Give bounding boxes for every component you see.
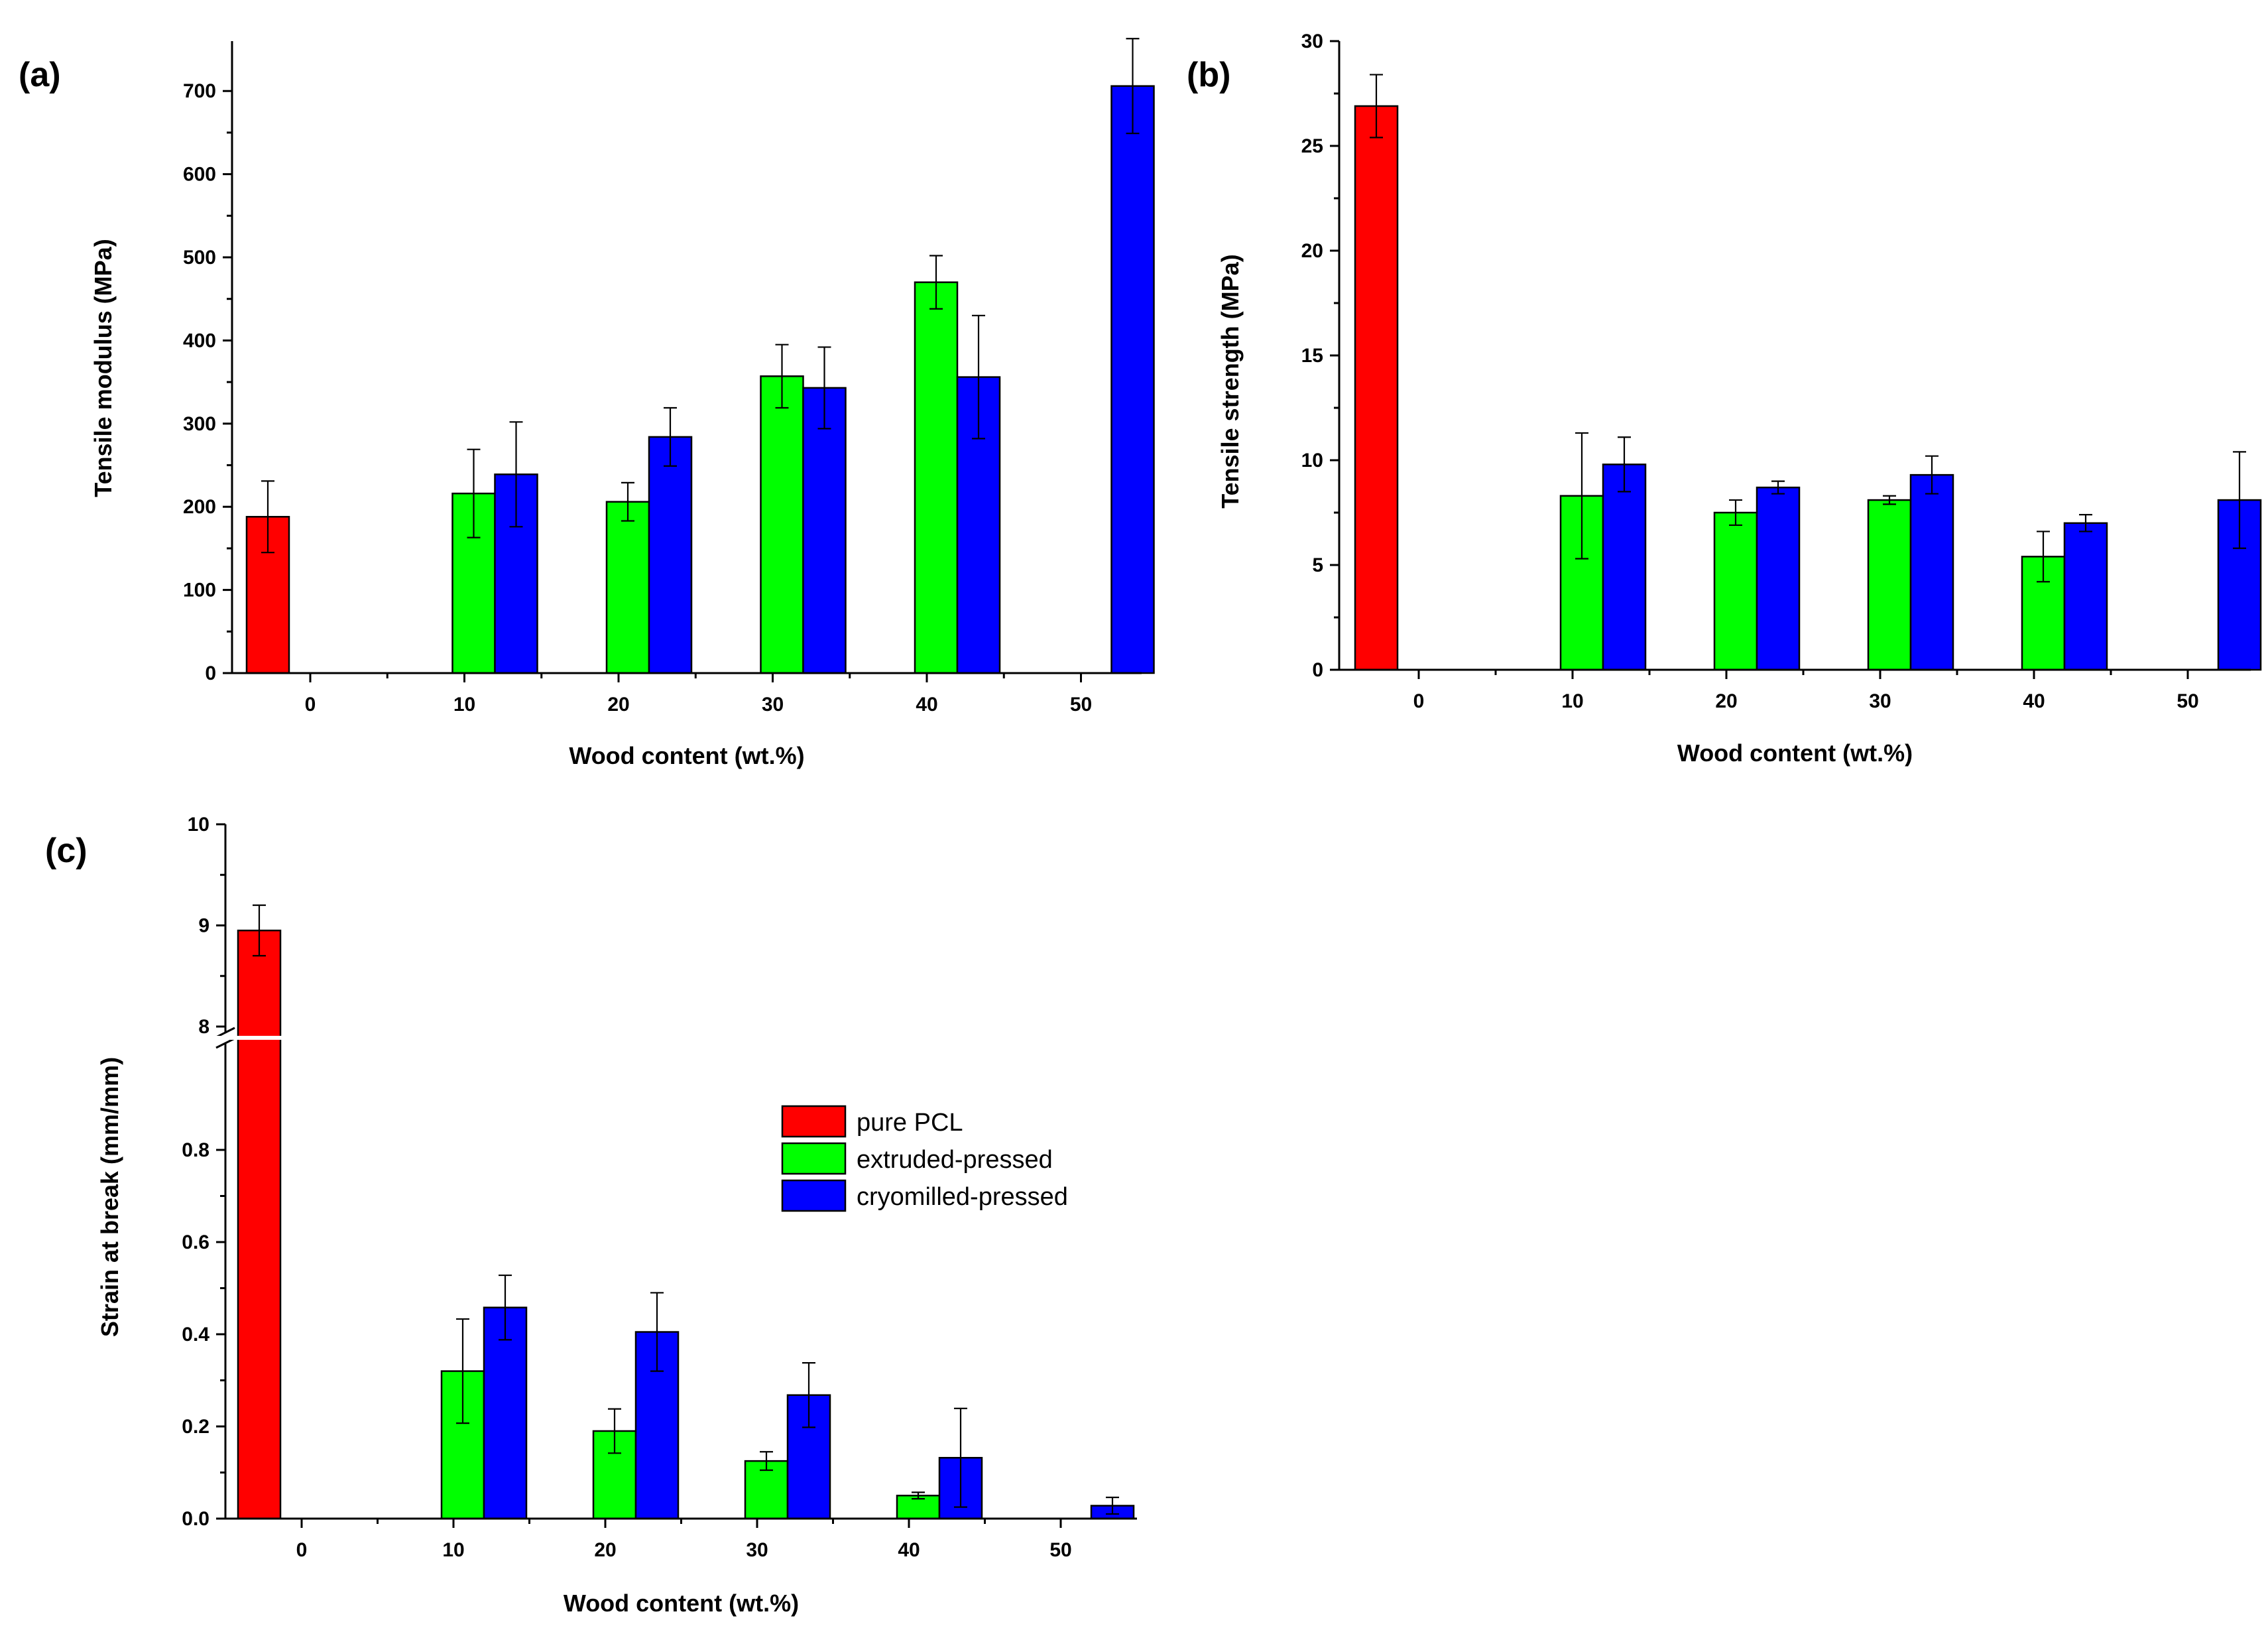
panel-b-chart: 0 5 10 15 20 25 30 0 10 20 30 40 50 Wood content (wt.… bbox=[1217, 31, 2262, 767]
panel-a-xtick-label-30: 30 bbox=[762, 694, 784, 716]
panel-a-bar-cryomilled_pressed-30 bbox=[802, 387, 847, 674]
panel-b-ytick-label-0: 0 bbox=[1312, 659, 1323, 681]
panel-a-ytick-label-6: 600 bbox=[183, 164, 216, 186]
panel-a-ytick-label-5: 500 bbox=[183, 247, 216, 269]
panel-c-ytick-label-2: 0.4 bbox=[182, 1324, 209, 1346]
panel-b-bar-extruded_pressed-20 bbox=[1713, 511, 1758, 671]
legend: pure PCL extruded-pressed cryomilled-pre… bbox=[781, 1105, 1068, 1212]
panel-a-x-axis-title: Wood content (wt.%) bbox=[569, 742, 804, 769]
panel-a-xtick-label-50: 50 bbox=[1070, 694, 1092, 716]
panel-a-bar-extruded_pressed-40 bbox=[914, 281, 959, 674]
panel-b-xtick-label-30: 30 bbox=[1869, 690, 1891, 712]
panel-c-y-axis-title: Strain at break (mm/mm) bbox=[96, 1057, 123, 1337]
panel-c-xtick-label-50: 50 bbox=[1049, 1539, 1071, 1561]
panel-c-x-axis-title: Wood content (wt.%) bbox=[564, 1590, 799, 1617]
panel-b-xtick-label-0: 0 bbox=[1413, 690, 1425, 712]
panel-a-ytick-label-2: 200 bbox=[183, 496, 216, 518]
panel-b-xtick-label-40: 40 bbox=[2023, 690, 2045, 712]
panel-c-axis-break-mark-upper bbox=[215, 1027, 235, 1038]
panel-b-xtick-label-50: 50 bbox=[2177, 690, 2198, 712]
panel-c-ytick-label-5: 8 bbox=[198, 1016, 209, 1038]
panel-c-ytick-label-6: 9 bbox=[198, 915, 209, 937]
legend-swatch-pure-pcl bbox=[781, 1105, 847, 1138]
panel-a-ytick-label-3: 300 bbox=[183, 413, 216, 435]
panel-b-bar-extruded_pressed-30 bbox=[1867, 499, 1912, 671]
panel-a-bar-cryomilled_pressed-50 bbox=[1110, 85, 1155, 674]
panel-a-xtick-label-20: 20 bbox=[607, 694, 629, 716]
panel-a-ytick-label-4: 400 bbox=[183, 330, 216, 351]
panel-a-chart: 0 100 200 300 400 500 600 700 0 10 20 30 40 50 Wood co… bbox=[90, 38, 1155, 769]
panel-b-ytick-label-3: 15 bbox=[1301, 345, 1323, 367]
legend-swatch-extruded-pressed bbox=[781, 1142, 847, 1175]
panel-b-label: (b) bbox=[1187, 56, 1230, 94]
panel-a-bar-cryomilled_pressed-20 bbox=[648, 436, 693, 674]
panel-c-xtick-label-40: 40 bbox=[898, 1539, 920, 1561]
panel-c-xtick-label-30: 30 bbox=[746, 1539, 768, 1561]
panel-c-ytick-label-3: 0.6 bbox=[182, 1231, 209, 1253]
panel-c-xtick-label-10: 10 bbox=[442, 1539, 464, 1561]
panel-b-x-axis-title: Wood content (wt.%) bbox=[1677, 739, 1913, 767]
panel-a-y-axis-title: Tensile modulus (MPa) bbox=[90, 239, 117, 497]
legend-label-extruded-pressed: extruded-pressed bbox=[857, 1146, 1053, 1174]
panel-c-ytick-label-1: 0.2 bbox=[182, 1416, 209, 1438]
panel-c-axis-break-gap bbox=[212, 1036, 517, 1040]
legend-label-pure-pcl: pure PCL bbox=[857, 1109, 963, 1137]
panel-a-xtick-label-40: 40 bbox=[916, 694, 937, 716]
panel-c-chart: 0.0 0.2 0.4 0.6 0.8 8 9 10 0 10 20 30 40 50 Wood conte… bbox=[96, 814, 1137, 1617]
panel-b-ytick-label-5: 25 bbox=[1301, 135, 1323, 157]
panel-c-ytick-label-4: 0.8 bbox=[182, 1139, 209, 1161]
panel-c-bar-pure_pcl-0 bbox=[237, 929, 282, 1520]
panel-b-xtick-label-20: 20 bbox=[1715, 690, 1737, 712]
panel-b-bar-cryomilled_pressed-10 bbox=[1602, 464, 1647, 671]
panel-b-ytick-label-6: 30 bbox=[1301, 31, 1323, 52]
panel-c-ytick-label-0: 0.0 bbox=[182, 1508, 209, 1530]
panel-a-ytick-label-1: 100 bbox=[183, 580, 216, 601]
panel-a-xtick-label-10: 10 bbox=[453, 694, 475, 716]
panel-b-bar-cryomilled_pressed-30 bbox=[1909, 473, 1954, 671]
panel-a-bar-extruded_pressed-20 bbox=[605, 501, 650, 674]
panel-b-xtick-label-10: 10 bbox=[1561, 690, 1583, 712]
panel-b-bar-pure_pcl-0 bbox=[1354, 105, 1399, 671]
panel-b-bar-cryomilled_pressed-40 bbox=[2063, 522, 2108, 671]
panel-a-xtick-label-0: 0 bbox=[305, 694, 316, 716]
panel-c-bar-cryomilled_pressed-20 bbox=[634, 1331, 680, 1520]
panel-a-ytick-label-0: 0 bbox=[205, 662, 216, 684]
panel-a-ytick-label-7: 700 bbox=[183, 80, 216, 102]
legend-label-cryomilled-pressed: cryomilled-pressed bbox=[857, 1183, 1068, 1211]
panel-c-axis-break-mark-lower bbox=[215, 1037, 235, 1049]
legend-swatch-cryomilled-pressed bbox=[781, 1179, 847, 1212]
panel-c-xtick-label-20: 20 bbox=[594, 1539, 616, 1561]
panel-a-bar-extruded_pressed-30 bbox=[760, 375, 804, 674]
panel-c-xtick-label-0: 0 bbox=[296, 1539, 308, 1561]
panel-a-label: (a) bbox=[19, 56, 61, 94]
panel-b-y-axis-title: Tensile strength (MPa) bbox=[1217, 254, 1244, 508]
panel-b-ytick-label-2: 10 bbox=[1301, 450, 1323, 471]
panel-b-ytick-label-1: 5 bbox=[1312, 554, 1323, 576]
panel-b-bar-cryomilled_pressed-20 bbox=[1756, 486, 1801, 671]
panel-c-ytick-label-7: 10 bbox=[188, 814, 209, 836]
panel-b-ytick-label-4: 20 bbox=[1301, 240, 1323, 262]
panel-c-bar-cryomilled_pressed-10 bbox=[483, 1306, 528, 1520]
panel-c-label: (c) bbox=[45, 832, 88, 870]
